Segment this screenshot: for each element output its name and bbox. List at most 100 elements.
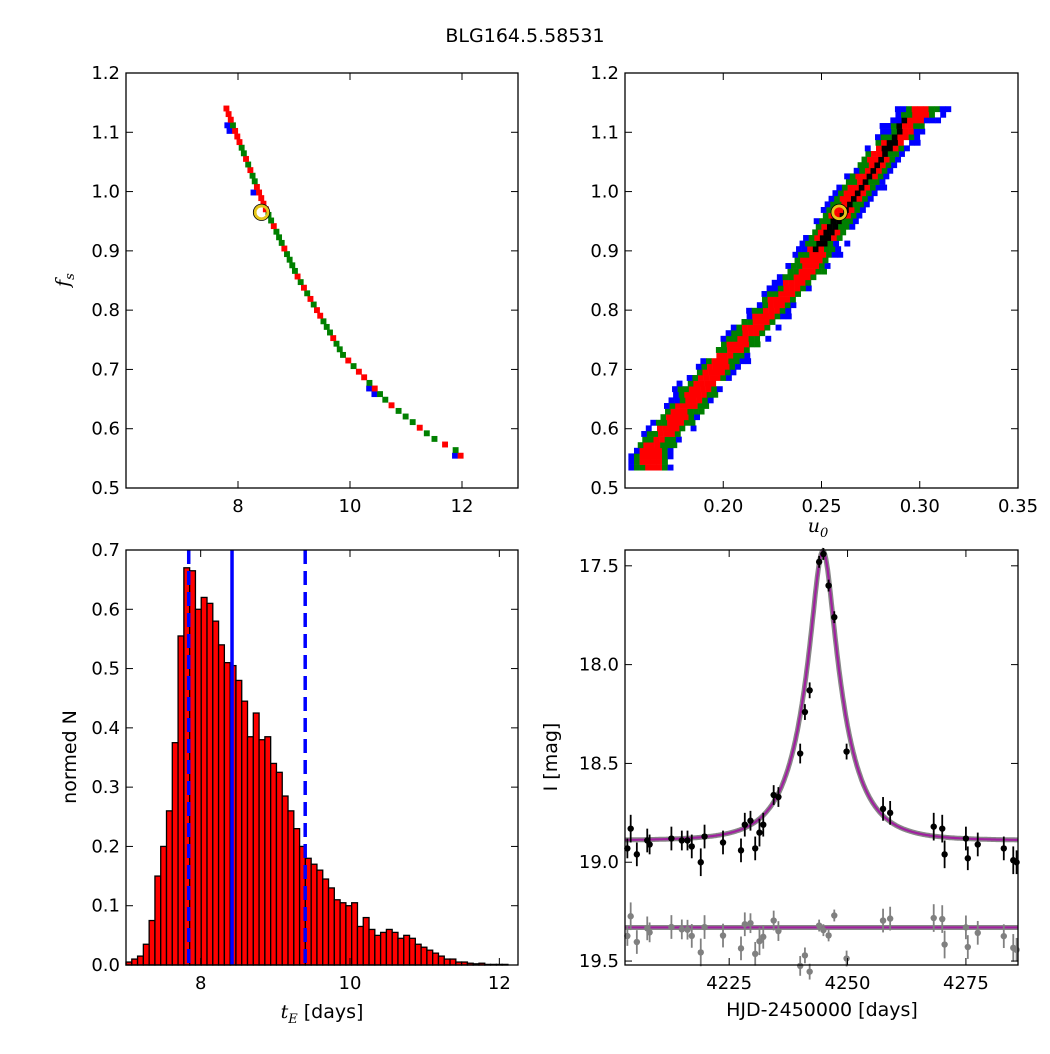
density-cell-outer bbox=[895, 156, 902, 163]
density-cell-inner bbox=[814, 235, 821, 241]
data-point bbox=[747, 817, 754, 824]
density-cell-outer bbox=[904, 145, 910, 152]
density-cell-mid bbox=[913, 123, 920, 129]
histogram-bar bbox=[264, 736, 272, 966]
histogram-bar bbox=[189, 570, 197, 966]
density-cell-outer bbox=[676, 380, 683, 387]
density-cell-mid bbox=[822, 257, 829, 264]
x-tick-label: 0.20 bbox=[703, 496, 743, 517]
density-cell-mid bbox=[815, 223, 822, 230]
density-cell-mid bbox=[859, 167, 866, 174]
data-point bbox=[815, 558, 823, 566]
density-cell-mid bbox=[787, 268, 794, 275]
histogram-bar bbox=[160, 845, 168, 966]
density-cell-outer bbox=[650, 419, 657, 426]
density-cell-inner bbox=[681, 408, 688, 415]
density-cell-outer bbox=[641, 431, 648, 437]
density-cell-inner bbox=[902, 123, 908, 129]
density-cell-mid bbox=[661, 447, 668, 454]
best-fit-marker-outline bbox=[830, 203, 848, 221]
residual-point bbox=[796, 962, 804, 970]
density-cell-mid bbox=[847, 218, 854, 225]
density-cell-mid bbox=[754, 335, 761, 342]
data-point bbox=[752, 845, 759, 852]
density-cell-inner bbox=[696, 397, 703, 404]
density-cell-outer bbox=[831, 251, 838, 258]
density-cell-mid bbox=[738, 352, 745, 359]
x-tick-label: 0.25 bbox=[801, 496, 841, 517]
density-cell-outer bbox=[881, 184, 888, 191]
density-cell-outer bbox=[730, 324, 737, 331]
y-tick-label: 0.0 bbox=[91, 955, 120, 976]
density-cell-mid bbox=[642, 436, 649, 443]
density-cell-core bbox=[821, 240, 828, 247]
data-point bbox=[741, 821, 748, 828]
density-cell-inner bbox=[223, 105, 230, 112]
histogram-bar bbox=[200, 596, 208, 966]
density-cell-outer bbox=[940, 111, 947, 118]
density-cell-mid bbox=[747, 319, 754, 325]
histogram-bar bbox=[246, 736, 254, 966]
density-cell-inner bbox=[677, 414, 684, 421]
density-cell-mid bbox=[721, 341, 727, 348]
density-cell-mid bbox=[377, 391, 383, 398]
density-cell-inner bbox=[763, 319, 770, 325]
density-cell-inner bbox=[718, 363, 725, 370]
density-cell-inner bbox=[712, 363, 719, 370]
density-cell-inner bbox=[876, 145, 882, 152]
density-cell-mid bbox=[868, 179, 875, 185]
x-tick-label: 12 bbox=[451, 496, 474, 517]
y-tick-label: 0.6 bbox=[91, 419, 120, 440]
x-tick-label: 12 bbox=[488, 973, 511, 994]
density-cell-inner bbox=[860, 190, 867, 197]
density-cell-mid bbox=[777, 285, 784, 292]
density-cell-inner bbox=[813, 263, 820, 269]
density-cell-inner bbox=[667, 419, 674, 426]
density-cell-inner bbox=[645, 459, 652, 465]
best-fit-marker bbox=[253, 204, 270, 221]
density-cell-mid bbox=[647, 436, 654, 443]
density-cell-inner bbox=[697, 375, 704, 381]
residual-point bbox=[825, 932, 832, 939]
density-cell-inner bbox=[713, 369, 720, 376]
density-cell-mid bbox=[906, 111, 913, 118]
density-cell-mid bbox=[794, 257, 801, 264]
density-cell-inner bbox=[737, 335, 744, 342]
data-point bbox=[701, 833, 708, 840]
density-cell-mid bbox=[805, 240, 812, 247]
density-cell-outer bbox=[824, 201, 831, 208]
density-cell-core bbox=[819, 235, 826, 241]
data-point bbox=[1000, 845, 1007, 852]
x-tick-label: 4225 bbox=[706, 973, 752, 994]
density-cell-mid bbox=[789, 296, 796, 303]
histogram-bar bbox=[408, 937, 416, 966]
best-fit-marker bbox=[831, 204, 848, 221]
density-cell-outer bbox=[667, 447, 674, 454]
histogram-bar bbox=[131, 958, 139, 966]
density-cell-inner bbox=[225, 111, 232, 118]
density-cell-mid bbox=[873, 179, 880, 185]
density-cell-outer bbox=[765, 335, 772, 342]
density-cell-mid bbox=[898, 145, 905, 152]
density-cell-inner bbox=[864, 167, 871, 174]
density-cell-inner bbox=[281, 245, 288, 252]
density-cell-inner bbox=[671, 414, 678, 421]
density-cell-outer bbox=[803, 235, 809, 241]
density-cell-outer bbox=[667, 464, 674, 471]
density-cell-inner bbox=[814, 251, 821, 258]
density-cell-outer bbox=[849, 223, 856, 230]
density-cell-outer bbox=[720, 335, 727, 342]
density-cell-mid bbox=[431, 435, 438, 442]
density-cell-mid bbox=[826, 207, 833, 213]
density-cell-inner bbox=[682, 414, 689, 421]
residual-point bbox=[1013, 946, 1020, 954]
density-cell-core bbox=[826, 223, 833, 230]
data-point bbox=[646, 841, 653, 848]
density-cell-mid bbox=[751, 307, 758, 314]
histogram-bar bbox=[171, 742, 179, 966]
histogram-bar bbox=[177, 635, 185, 966]
y-tick-label: 17.5 bbox=[579, 556, 619, 577]
density-cell-mid bbox=[452, 447, 459, 454]
density-cell-outer bbox=[771, 279, 778, 286]
density-cell-mid bbox=[382, 396, 389, 403]
